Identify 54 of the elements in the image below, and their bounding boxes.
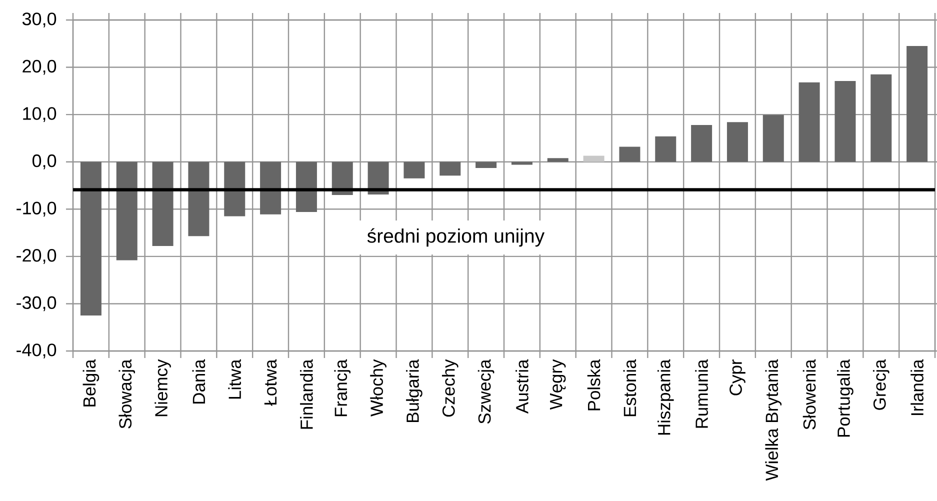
x-tick-label: Niemcy	[154, 359, 171, 416]
bar	[798, 82, 820, 162]
bar	[762, 115, 784, 162]
x-tick-label: Czechy	[442, 359, 458, 417]
bar	[906, 46, 928, 162]
x-tick-label: Austria	[516, 359, 528, 414]
ref-line-label: średni poziom unijny	[367, 228, 545, 247]
x-tick-label: Grecja	[872, 359, 890, 410]
y-tick-label: 30,0	[22, 12, 56, 28]
bar	[440, 162, 461, 176]
bar	[404, 162, 425, 178]
x-tick-label: Rumunia	[695, 359, 708, 428]
bar	[260, 162, 282, 214]
y-tick-label: 0,0	[32, 154, 56, 170]
x-tick-label: Hiszpania	[657, 359, 674, 435]
bar	[691, 124, 712, 162]
bar	[726, 122, 748, 162]
bar	[116, 162, 138, 260]
x-tick-label: Bułgaria	[406, 359, 422, 422]
bar	[547, 158, 568, 162]
bar	[152, 162, 174, 246]
bar	[655, 136, 676, 162]
bar	[619, 146, 640, 162]
x-tick-label: Portugalia	[837, 359, 854, 437]
x-tick-label: Słowenia	[802, 359, 816, 430]
x-tick-label: Włochy	[370, 359, 386, 416]
x-tick-label: Węgry	[550, 359, 566, 410]
y-tick-label: 20,0	[22, 60, 56, 75]
bar	[296, 162, 317, 212]
y-tick-label: -20,0	[16, 248, 56, 264]
bar	[188, 162, 210, 236]
y-tick-label: -30,0	[16, 296, 56, 312]
x-tick-label: Cypr	[730, 360, 746, 396]
x-tick-label: Dania	[192, 359, 206, 404]
bar	[80, 162, 102, 316]
bar	[870, 74, 892, 162]
y-tick-label: -10,0	[16, 202, 56, 217]
bar	[583, 156, 604, 162]
bar	[224, 162, 246, 216]
x-tick-label: Estonia	[623, 359, 636, 416]
x-tick-label: Irlandia	[910, 359, 924, 415]
x-tick-label: Francja	[334, 359, 351, 416]
x-tick-label: Finlandia	[300, 359, 313, 429]
y-tick-label: -40,0	[16, 344, 56, 358]
bar	[476, 162, 497, 168]
x-tick-label: Łotwa	[264, 359, 277, 406]
x-tick-label: Belgia	[82, 359, 100, 406]
x-tick-label: Polska	[587, 359, 600, 410]
x-tick-label: Szwecja	[478, 359, 494, 424]
bar	[834, 80, 856, 162]
x-tick-label: Wielka Brytania	[765, 359, 782, 481]
y-tick-label: 10,0	[23, 107, 56, 122]
x-tick-label: Litwa	[228, 359, 242, 399]
x-tick-label: Słowacja	[118, 359, 136, 428]
